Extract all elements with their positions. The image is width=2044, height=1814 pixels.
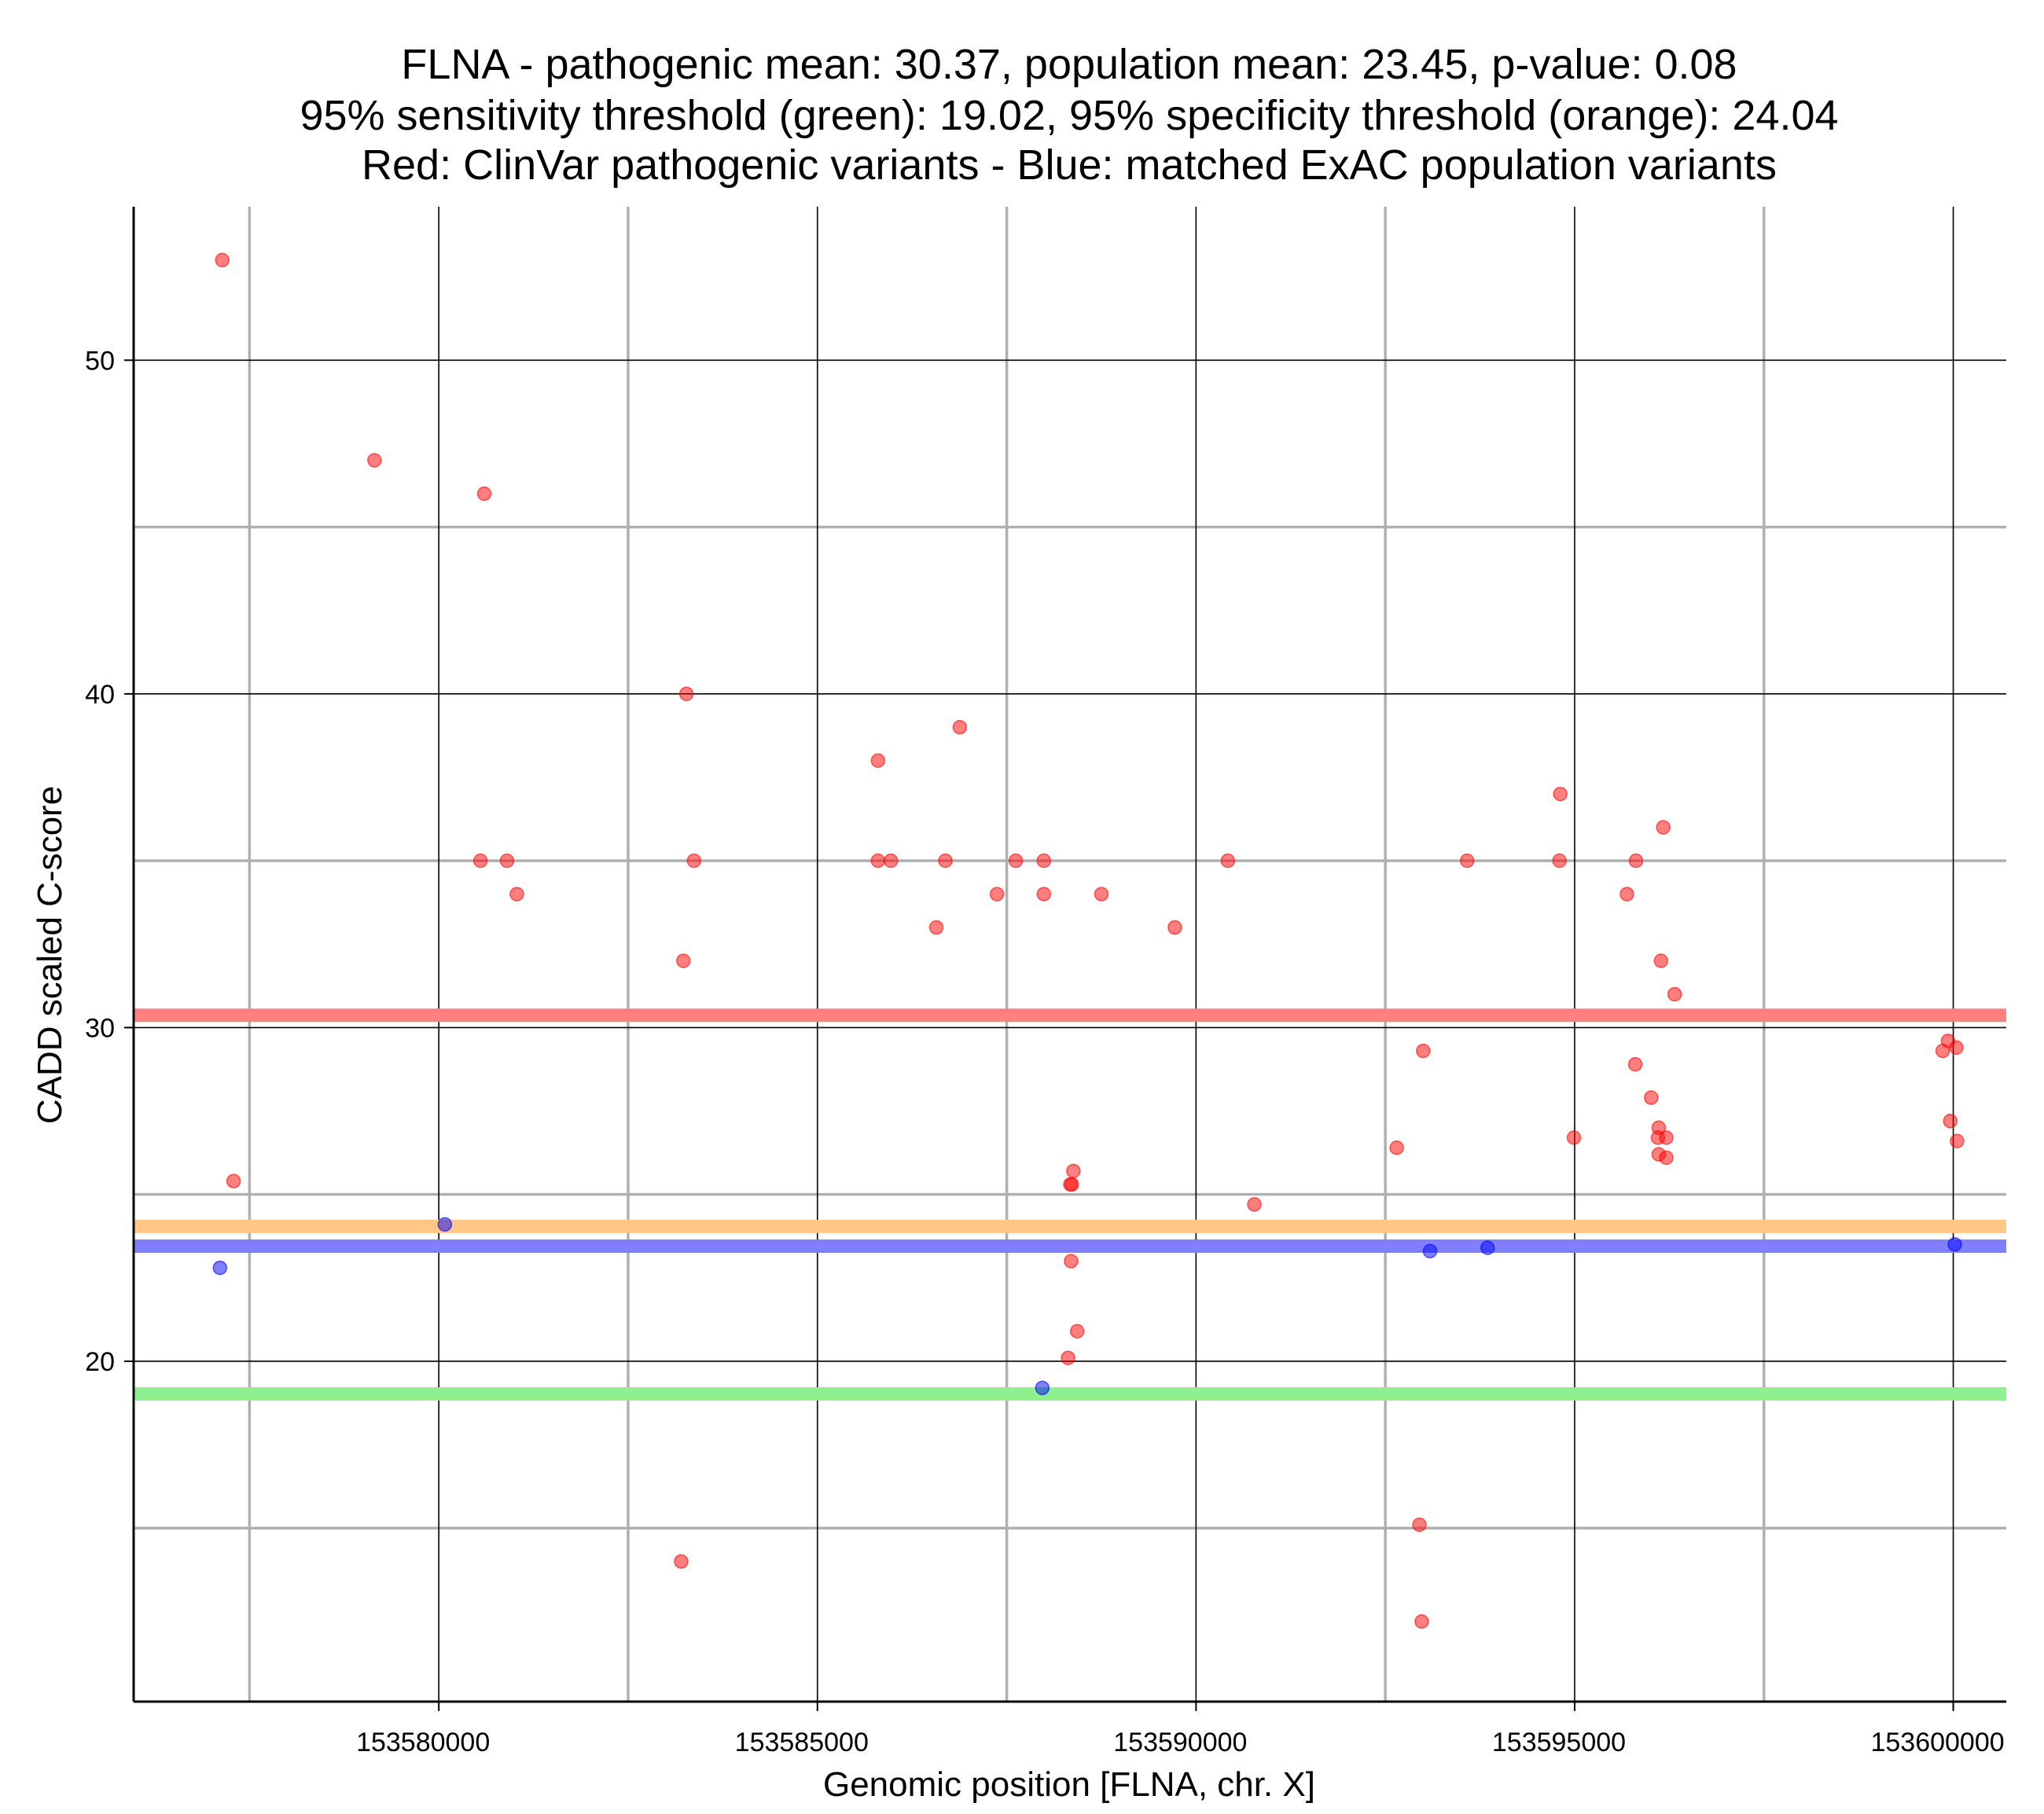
pathogenic-variant-point: [1552, 853, 1567, 868]
population-variant-point: [437, 1217, 453, 1232]
pathogenic-variant-point: [1414, 1614, 1429, 1629]
pathogenic-variant-point: [1036, 853, 1052, 868]
y-tick-label: 30: [85, 1013, 115, 1043]
pathogenic-variant-point: [1553, 786, 1568, 802]
x-tick-label: 153580000: [356, 1728, 490, 1757]
x-tick-label: 153595000: [1492, 1728, 1626, 1757]
x-tick-label: 153585000: [735, 1728, 869, 1757]
y-tick-label: 20: [85, 1347, 115, 1377]
pathogenic-variant-point: [676, 953, 691, 968]
pathogenic-variant-point: [674, 1554, 689, 1569]
reference-lines: [134, 1008, 2006, 1401]
pathogenic-variant-point: [1167, 920, 1182, 935]
pathogenic-variant-point: [509, 887, 524, 901]
pathogenic-variant-point: [1412, 1517, 1427, 1533]
pathogenic-variant-point: [1066, 1163, 1081, 1179]
pathogenic-variant-point: [989, 887, 1005, 901]
pathogenic-variant-point: [1627, 1056, 1643, 1072]
pathogenic-variant-point: [1069, 1324, 1085, 1338]
pathogenic-variant-point: [367, 453, 382, 468]
title-line-2: 95% sensitivity threshold (green): 19.02…: [300, 92, 1838, 139]
x-tick-label: 153600000: [1870, 1728, 2004, 1757]
pathogenic-variant-point: [1949, 1040, 1964, 1056]
pathogenic-variant-point: [1459, 853, 1475, 868]
title-line-3: Red: ClinVar pathogenic variants - Blue:…: [362, 141, 1777, 189]
pathogenic-variant-point: [1566, 1130, 1582, 1145]
population-variant-point: [212, 1260, 228, 1276]
grid: [134, 207, 2006, 1702]
pathogenic-variant-point: [1008, 853, 1024, 868]
pathogenic-variant-point: [1653, 953, 1669, 968]
pathogenic-variant-point: [472, 853, 488, 868]
x-axis-title: Genomic position [FLNA, chr. X]: [823, 1765, 1315, 1804]
x-tick-labels: 153580000 153585000 153590000 153595000 1536…: [356, 1702, 2005, 1757]
pathogenic-variant-point: [1950, 1133, 1965, 1148]
population-variant-point: [1035, 1380, 1050, 1396]
pathogenic-variant-point: [1943, 1114, 1958, 1129]
pathogenic-variant-point: [678, 686, 694, 702]
pathogenic-variant-point: [1659, 1130, 1674, 1145]
pathogenic-variant-point: [686, 853, 702, 868]
pathogenic-variant-point: [1220, 853, 1236, 868]
y-tick-label: 40: [85, 680, 115, 710]
pathogenic-variant-point: [1063, 1177, 1078, 1192]
pathogenic-variant-point: [1247, 1197, 1262, 1212]
title-line-1: FLNA - pathogenic mean: 30.37, populatio…: [401, 41, 1737, 88]
pathogenic-variant-point: [1667, 986, 1682, 1002]
pathogenic-variant-point: [938, 853, 953, 868]
pathogenic-variant-point: [215, 252, 230, 268]
population-variant-point: [1480, 1240, 1495, 1255]
pathogenic-variant-point: [1064, 1254, 1079, 1269]
chart-title: FLNA - pathogenic mean: 30.37, populatio…: [300, 41, 1838, 189]
pathogenic-variant-point: [883, 853, 899, 868]
data-points: [212, 252, 1965, 1629]
pathogenic-variant-point: [1416, 1043, 1431, 1059]
pathogenic-variant-point: [1619, 887, 1634, 901]
pathogenic-variant-point: [870, 853, 886, 868]
pathogenic-variant-point: [476, 486, 492, 501]
x-tick-label: 153590000: [1113, 1728, 1247, 1757]
pathogenic-variant-point: [226, 1173, 241, 1188]
population-variant-point: [1947, 1237, 1962, 1252]
pathogenic-variant-point: [928, 920, 944, 935]
pathogenic-variant-point: [1656, 820, 1671, 835]
y-tick-label: 50: [85, 346, 115, 376]
y-axis-title: CADD scaled C-score: [31, 786, 69, 1124]
pathogenic-variant-point: [499, 853, 515, 868]
pathogenic-variant-point: [952, 720, 968, 735]
pathogenic-variant-point: [1659, 1150, 1674, 1166]
pathogenic-variant-point: [1094, 887, 1109, 901]
population-variant-point: [1422, 1243, 1438, 1259]
pathogenic-variant-point: [1628, 853, 1644, 868]
axes: [132, 207, 2006, 1703]
pathogenic-variant-point: [1644, 1090, 1659, 1105]
pathogenic-variant-point: [1389, 1140, 1404, 1155]
pathogenic-variant-point: [1036, 887, 1052, 901]
y-tick-labels: 20 30 40 50: [85, 346, 134, 1377]
pathogenic-variant-point: [870, 753, 886, 769]
pathogenic-variant-point: [1061, 1350, 1075, 1365]
